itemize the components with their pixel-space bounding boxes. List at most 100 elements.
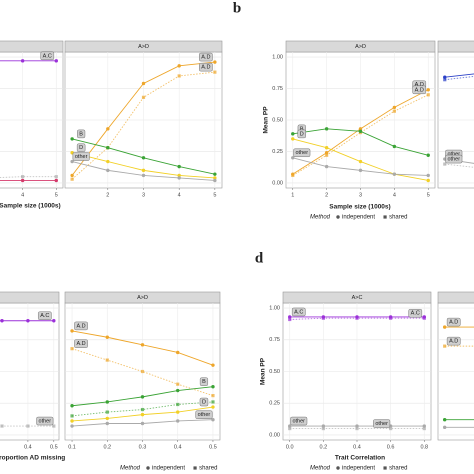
point (213, 60, 217, 64)
series-label: other (445, 154, 463, 164)
series-line (444, 345, 474, 347)
label-box (446, 317, 461, 327)
point (70, 137, 74, 141)
legend-label: shared (389, 466, 407, 472)
point (52, 319, 56, 323)
y-tick-label: 1.00 (269, 306, 280, 312)
point (321, 316, 325, 320)
label-box (412, 85, 427, 95)
strip-bg (437, 40, 474, 53)
legend-key (383, 215, 387, 219)
x-axis-label: Sample size (1000s) (0, 203, 61, 210)
series-label: A.D (446, 317, 461, 327)
series-label-text: A.C (43, 53, 52, 59)
point (140, 421, 145, 426)
point (211, 363, 215, 367)
x-axis-label: Trait Correlation (335, 455, 385, 462)
point (426, 173, 430, 178)
x-tick-label: 0.1 (68, 444, 76, 450)
point (389, 316, 393, 320)
point (177, 64, 181, 68)
series-line (444, 73, 474, 78)
point (288, 315, 292, 319)
x-tick-label: 0.8 (420, 444, 428, 450)
point (106, 127, 110, 131)
point (426, 178, 430, 183)
label-box (38, 311, 52, 320)
x-tick-label: 4 (178, 192, 181, 198)
point (0, 319, 4, 323)
series-label-text: A.D (201, 65, 210, 71)
series-label-text: other (39, 418, 52, 424)
x-tick-label: 2 (106, 192, 109, 198)
label-box (445, 154, 463, 164)
point (105, 400, 109, 404)
point (106, 146, 110, 150)
legend: Method independent shared (310, 215, 407, 221)
x-tick-label: 0.2 (103, 444, 111, 450)
legend-key (336, 215, 340, 219)
point (177, 74, 181, 78)
point (70, 177, 74, 181)
series-line (0, 176, 57, 178)
label-box (199, 52, 213, 62)
plot-area (438, 307, 474, 436)
point (70, 414, 74, 418)
point (70, 424, 74, 428)
point (140, 395, 145, 399)
legend-label: shared (389, 215, 407, 221)
series-label-text: other (447, 151, 460, 157)
point (291, 173, 295, 178)
point (442, 325, 447, 329)
series-label-text: A.D (415, 87, 424, 93)
strip-label: A>C (352, 295, 363, 301)
point (141, 95, 146, 99)
point (140, 343, 145, 347)
point (422, 424, 426, 428)
legend: Method independent shared (120, 466, 217, 472)
series-label: A.D (74, 339, 88, 348)
point (443, 75, 447, 79)
label-box (297, 129, 306, 139)
point (358, 159, 363, 164)
point (324, 127, 329, 131)
panel-label: d (255, 250, 264, 266)
point (211, 400, 215, 404)
plot-area (65, 52, 222, 188)
point (426, 153, 430, 157)
series-label-text: A.D (449, 339, 458, 345)
label-box (77, 129, 86, 139)
point (442, 425, 447, 430)
point (140, 407, 145, 412)
x-tick-label: 0.6 (387, 444, 395, 450)
x-axis-label: Proportion AD missing (0, 455, 65, 462)
panel-label: b (233, 0, 241, 16)
label-box (195, 410, 213, 419)
point (288, 424, 292, 428)
point (141, 81, 146, 86)
series-line (444, 158, 474, 164)
point (443, 162, 447, 166)
point (213, 178, 217, 183)
strip-label: A>D (137, 295, 148, 301)
point (392, 172, 397, 176)
x-tick-label: 4 (21, 192, 24, 198)
point (176, 402, 180, 407)
series-label-text: A.D (415, 82, 424, 88)
strip-label: A>D (138, 44, 149, 50)
legend-key (193, 466, 197, 470)
point (26, 424, 30, 428)
point (426, 93, 430, 97)
y-tick-label: 0.75 (272, 86, 283, 92)
x-tick-label: 0.4 (174, 444, 182, 450)
point (355, 426, 359, 431)
point (52, 424, 56, 428)
y-tick-label: 1.00 (272, 54, 283, 60)
point (392, 105, 397, 110)
legend-label: shared (199, 466, 217, 472)
point (0, 424, 4, 428)
series-label: D (76, 143, 86, 152)
series-label-text: other (75, 154, 88, 160)
x-tick-label: 0.4 (24, 444, 32, 450)
